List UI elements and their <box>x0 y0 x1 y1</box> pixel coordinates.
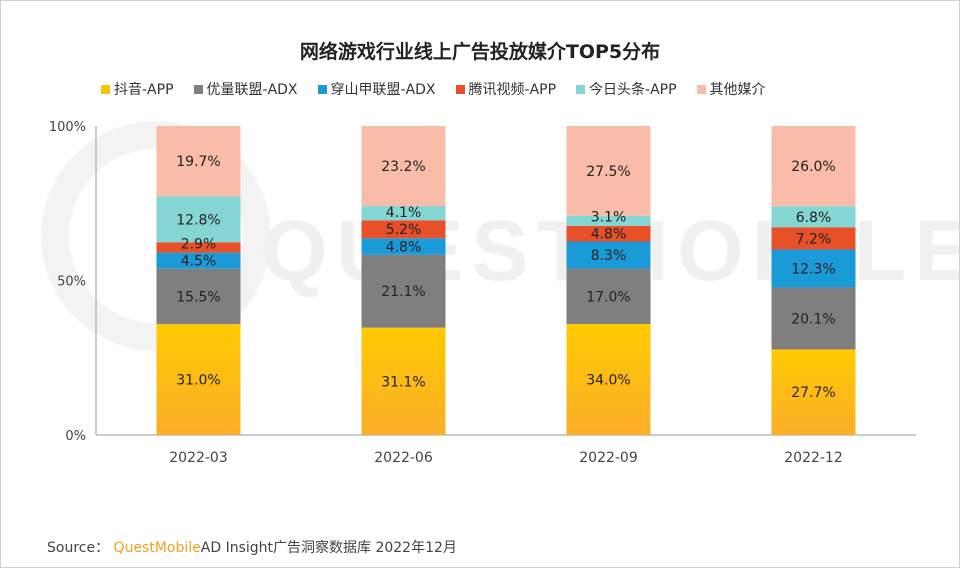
bar-segment <box>361 254 446 328</box>
y-tick-label: 50% <box>57 275 86 290</box>
bar-segment <box>771 249 856 288</box>
data-label: 6.8% <box>796 210 832 226</box>
legend-item: 腾讯视频-APP <box>455 79 557 99</box>
x-tick-label: 2022-06 <box>374 450 433 466</box>
data-label: 12.3% <box>791 261 835 277</box>
legend-label: 穿山甲联盟-ADX <box>330 82 436 98</box>
legend-item: 穿山甲联盟-ADX <box>317 79 436 99</box>
legend-item: 今日头条-APP <box>576 79 677 99</box>
legend-label: 今日头条-APP <box>589 82 677 98</box>
y-tick-label: 0% <box>65 429 86 444</box>
legend-label: 其他媒介 <box>709 82 766 98</box>
data-label: 21.1% <box>381 284 425 300</box>
bar-segment <box>566 126 651 216</box>
data-label: 20.1% <box>791 311 835 327</box>
chart-title: 网络游戏行业线上广告投放媒介TOP5分布 <box>299 41 661 63</box>
legend-label: 腾讯视频-APP <box>468 82 557 98</box>
bar-segment <box>156 324 241 435</box>
bar-segment <box>566 241 651 269</box>
data-label: 15.5% <box>176 289 220 305</box>
source-label: Source： <box>47 540 110 556</box>
data-label: 8.3% <box>591 248 627 264</box>
data-label: 4.5% <box>181 254 217 270</box>
data-label: 4.1% <box>386 205 422 221</box>
bar-segment <box>156 242 241 253</box>
data-label: 7.2% <box>796 231 832 247</box>
legend-swatch <box>101 84 110 94</box>
bar-segment <box>771 287 856 350</box>
bar-segment <box>771 349 856 435</box>
legend-item: 优量联盟-ADX <box>193 79 298 99</box>
bar-segment <box>361 220 446 239</box>
source-brand: QuestMobile <box>113 540 201 556</box>
legend-item: 其他媒介 <box>696 79 766 99</box>
data-label: 26.0% <box>791 159 835 175</box>
legend-label: 优量联盟-ADX <box>206 82 298 98</box>
bar-segment <box>361 238 446 255</box>
legend-swatch <box>455 84 465 94</box>
data-label: 31.0% <box>176 373 220 389</box>
bar-segment <box>361 206 446 221</box>
bar-segment <box>156 196 241 243</box>
data-label: 19.7% <box>176 154 220 170</box>
bar-segment <box>566 225 651 242</box>
data-label: 23.2% <box>381 159 425 175</box>
bar-segment <box>771 206 856 228</box>
bar-segment <box>156 252 241 269</box>
bar-segment <box>566 324 651 435</box>
legend-swatch <box>193 84 203 94</box>
data-label: 31.1% <box>381 374 425 390</box>
legend-swatch <box>317 84 327 94</box>
legend-swatch <box>576 84 586 94</box>
data-label: 2.9% <box>181 237 217 253</box>
bar-segment <box>771 126 856 207</box>
legend-item: 抖音-APP <box>101 79 174 99</box>
data-label: 4.8% <box>591 227 627 243</box>
data-label: 12.8% <box>176 212 220 228</box>
data-label: 17.0% <box>586 289 630 305</box>
x-tick-label: 2022-03 <box>169 450 228 466</box>
bar-segment <box>566 268 651 325</box>
data-label: 5.2% <box>386 222 422 238</box>
source-text: AD Insight广告洞察数据库 2022年12月 <box>200 540 457 556</box>
data-label: 34.0% <box>586 373 630 389</box>
data-label: 27.5% <box>586 164 630 180</box>
bar-segment <box>156 126 241 197</box>
data-label: 3.1% <box>591 210 627 226</box>
bar-segment <box>566 215 651 226</box>
legend: 抖音-APP 优量联盟-ADX 穿山甲联盟-ADX 腾讯视频-APP 今日头条-APP 其… <box>101 79 766 99</box>
x-tick-label: 2022-12 <box>784 450 843 466</box>
bar-segment <box>361 126 446 207</box>
bar-segment <box>361 327 446 435</box>
y-tick-label: 100% <box>49 120 86 135</box>
bar-segment <box>771 227 856 250</box>
bar-segment <box>156 268 241 325</box>
data-label: 27.7% <box>791 385 835 401</box>
data-label: 4.8% <box>386 239 422 255</box>
legend-swatch <box>696 84 706 94</box>
x-tick-label: 2022-09 <box>579 450 638 466</box>
source-note: Source： QuestMobileAD Insight广告洞察数据库 202… <box>47 537 457 557</box>
legend-label: 抖音-APP <box>114 82 174 98</box>
